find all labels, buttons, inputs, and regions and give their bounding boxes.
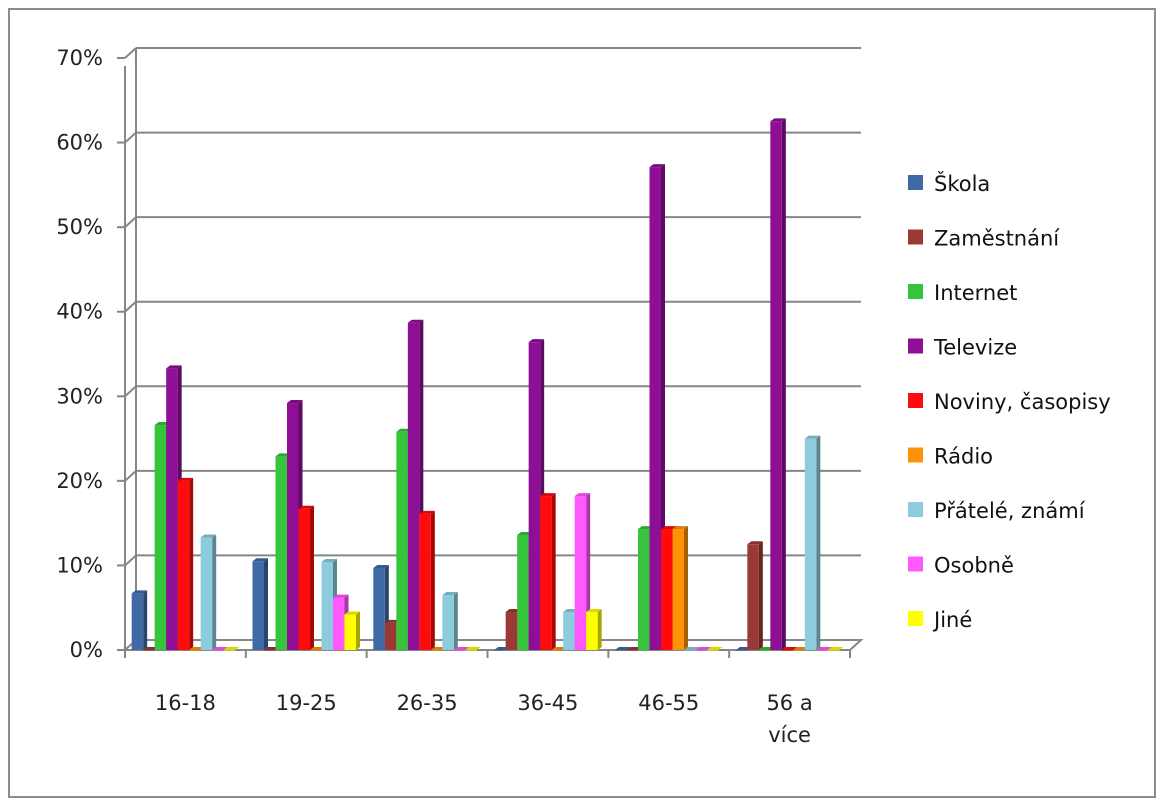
bar: [770, 118, 786, 650]
legend-item: Přátelé, známí: [908, 499, 1086, 523]
bar: [707, 647, 723, 651]
legend-item: Zaměstnání: [908, 227, 1060, 251]
bar: [177, 477, 194, 650]
legend-swatch: [908, 556, 923, 572]
legend-swatch: [908, 229, 923, 245]
legend-label: Přátelé, známí: [934, 499, 1086, 523]
y-tick-label: 0%: [70, 638, 103, 662]
legend-item: Televize: [908, 336, 1017, 360]
legend-label: Osobně: [934, 554, 1014, 578]
bar: [816, 647, 832, 651]
legend-item: Škola: [908, 171, 990, 196]
x-axis-ticks: 16-18 19-25 26-35 36-45 46-55 56 a více: [124, 650, 851, 747]
bar-series: [131, 118, 844, 651]
bar: [695, 647, 711, 651]
legend-item: Internet: [908, 281, 1017, 305]
bar: [200, 534, 217, 650]
x-tick-label: 36-45: [517, 691, 578, 715]
legend-label: Rádio: [934, 445, 993, 469]
legend-label: Noviny, časopisy: [934, 390, 1111, 414]
bar: [131, 590, 148, 650]
bar: [252, 558, 268, 650]
bar: [442, 592, 458, 650]
legend-item: Osobně: [908, 554, 1014, 578]
legend-swatch: [908, 502, 923, 517]
gridline-diagonal: [124, 470, 137, 482]
bar: [672, 526, 688, 650]
legend: Škola Zaměstnání Internet Televize Noviny, č…: [908, 171, 1111, 632]
legend-item: Rádio: [908, 445, 993, 469]
legend-swatch: [908, 175, 923, 190]
gridline-diagonal: [124, 385, 137, 398]
y-tick-label: 50%: [56, 215, 103, 239]
bar: [212, 647, 228, 651]
bar: [419, 510, 435, 650]
legend-label: Jiné: [932, 608, 972, 632]
bar: [615, 647, 631, 651]
bar: [465, 647, 481, 651]
legend-swatch: [908, 338, 923, 354]
y-tick-label: 60%: [56, 131, 103, 155]
y-axis-ticks: 0% 10% 20% 30% 40% 50% 60% 70%: [56, 46, 125, 662]
bar: [540, 493, 556, 650]
legend-swatch: [908, 393, 923, 408]
y-tick-label: 40%: [56, 300, 103, 324]
y-tick-label: 20%: [56, 469, 103, 493]
legend-label: Zaměstnání: [934, 227, 1060, 251]
legend-item: Noviny, časopisy: [908, 390, 1111, 414]
bar: [684, 647, 700, 651]
gridline-diagonal: [124, 554, 137, 567]
gridline-diagonal: [124, 47, 137, 59]
legend-swatch: [908, 447, 923, 463]
bar: [223, 647, 240, 651]
bar: [827, 647, 844, 651]
y-tick-label: 10%: [56, 553, 103, 577]
gridline-diagonal: [124, 300, 137, 313]
legend-label: Televize: [933, 336, 1017, 360]
bar: [586, 608, 602, 650]
bar: [344, 611, 360, 650]
bar: [747, 541, 763, 650]
y-tick-label: 70%: [56, 46, 103, 70]
legend-item: Jiné: [908, 608, 972, 632]
bar: [781, 647, 798, 651]
bar: [804, 435, 821, 650]
x-tick-label: 56 a více: [766, 691, 812, 747]
x-tick-label: 19-25: [276, 691, 337, 715]
legend-label: Škola: [934, 171, 990, 196]
bar: [453, 647, 470, 651]
y-tick-label: 30%: [56, 384, 103, 408]
legend-swatch: [908, 284, 923, 299]
x-tick-label: 16-18: [155, 691, 216, 715]
gridline-diagonal: [124, 131, 137, 144]
gridline-diagonal: [124, 216, 137, 228]
legend-label: Internet: [934, 281, 1017, 305]
bar: [298, 505, 314, 650]
legend-swatch: [908, 611, 923, 626]
x-tick-label: 46-55: [638, 691, 699, 715]
x-tick-label: 26-35: [397, 691, 458, 715]
